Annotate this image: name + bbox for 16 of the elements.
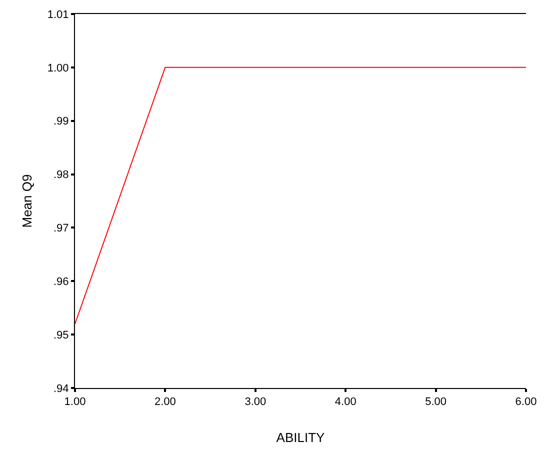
y-tick-label: .95 (54, 329, 69, 342)
y-tick-label: .94 (54, 382, 69, 395)
x-tick-label: 1.00 (64, 396, 86, 408)
x-tick-label: 6.00 (515, 396, 537, 408)
x-tick-label: 5.00 (425, 396, 447, 408)
y-tick-label: 1.00 (47, 62, 69, 74)
y-axis-title: Mean Q9 (19, 174, 34, 228)
y-tick-label: 1.01 (47, 8, 69, 21)
x-tick-label: 2.00 (154, 396, 176, 408)
y-tick-label: .96 (54, 276, 69, 288)
y-tick-label: .97 (54, 222, 69, 235)
y-tick-label: .99 (54, 116, 69, 128)
x-axis-title: ABILITY (276, 430, 326, 445)
x-tick-label: 3.00 (244, 396, 266, 408)
y-tick-label: .98 (54, 169, 69, 182)
x-tick-label: 4.00 (334, 396, 356, 408)
